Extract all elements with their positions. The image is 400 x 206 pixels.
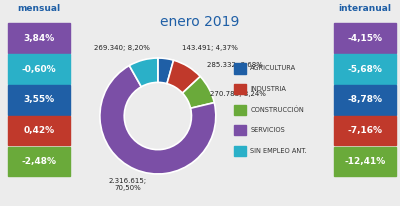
Bar — [334, 116, 396, 145]
Text: interanual: interanual — [338, 4, 392, 13]
Text: INDUSTRIA: INDUSTRIA — [250, 86, 286, 92]
Text: -8,78%: -8,78% — [348, 95, 382, 104]
Wedge shape — [100, 66, 216, 174]
Text: mensual: mensual — [18, 4, 60, 13]
Wedge shape — [129, 58, 158, 87]
Text: 0,42%: 0,42% — [24, 126, 54, 135]
Text: 270.783; 8,24%: 270.783; 8,24% — [210, 91, 266, 97]
Wedge shape — [182, 76, 214, 108]
Bar — [234, 105, 246, 115]
Text: 3,55%: 3,55% — [24, 95, 54, 104]
Text: -0,60%: -0,60% — [22, 64, 56, 74]
Bar — [8, 85, 70, 115]
Text: -2,48%: -2,48% — [22, 157, 56, 166]
Bar — [334, 23, 396, 53]
Bar — [8, 116, 70, 145]
Bar — [8, 54, 70, 84]
Text: SIN EMPLEO ANT.: SIN EMPLEO ANT. — [250, 148, 307, 154]
Bar — [234, 63, 246, 74]
Text: 2.316.615;
70,50%: 2.316.615; 70,50% — [109, 178, 147, 191]
Bar — [234, 146, 246, 156]
Text: 143.491; 4,37%: 143.491; 4,37% — [182, 45, 238, 51]
Text: -7,16%: -7,16% — [348, 126, 382, 135]
Wedge shape — [167, 60, 200, 93]
Text: CONSTRUCCIÓN: CONSTRUCCIÓN — [250, 107, 304, 113]
Bar — [334, 147, 396, 176]
Text: 269.340; 8,20%: 269.340; 8,20% — [94, 45, 150, 51]
Bar — [8, 147, 70, 176]
Text: -5,68%: -5,68% — [348, 64, 382, 74]
Text: -4,15%: -4,15% — [348, 34, 382, 43]
Text: -12,41%: -12,41% — [344, 157, 386, 166]
Text: 285.332; 8,68%: 285.332; 8,68% — [207, 62, 263, 68]
Text: AGRICULTURA: AGRICULTURA — [250, 66, 296, 71]
Wedge shape — [158, 58, 174, 84]
Bar — [334, 85, 396, 115]
Bar — [234, 84, 246, 94]
Bar — [8, 23, 70, 53]
Text: SERVICIOS: SERVICIOS — [250, 127, 285, 133]
Bar — [334, 54, 396, 84]
Text: enero 2019: enero 2019 — [160, 15, 240, 29]
Text: 3,84%: 3,84% — [23, 34, 55, 43]
Bar — [234, 125, 246, 136]
